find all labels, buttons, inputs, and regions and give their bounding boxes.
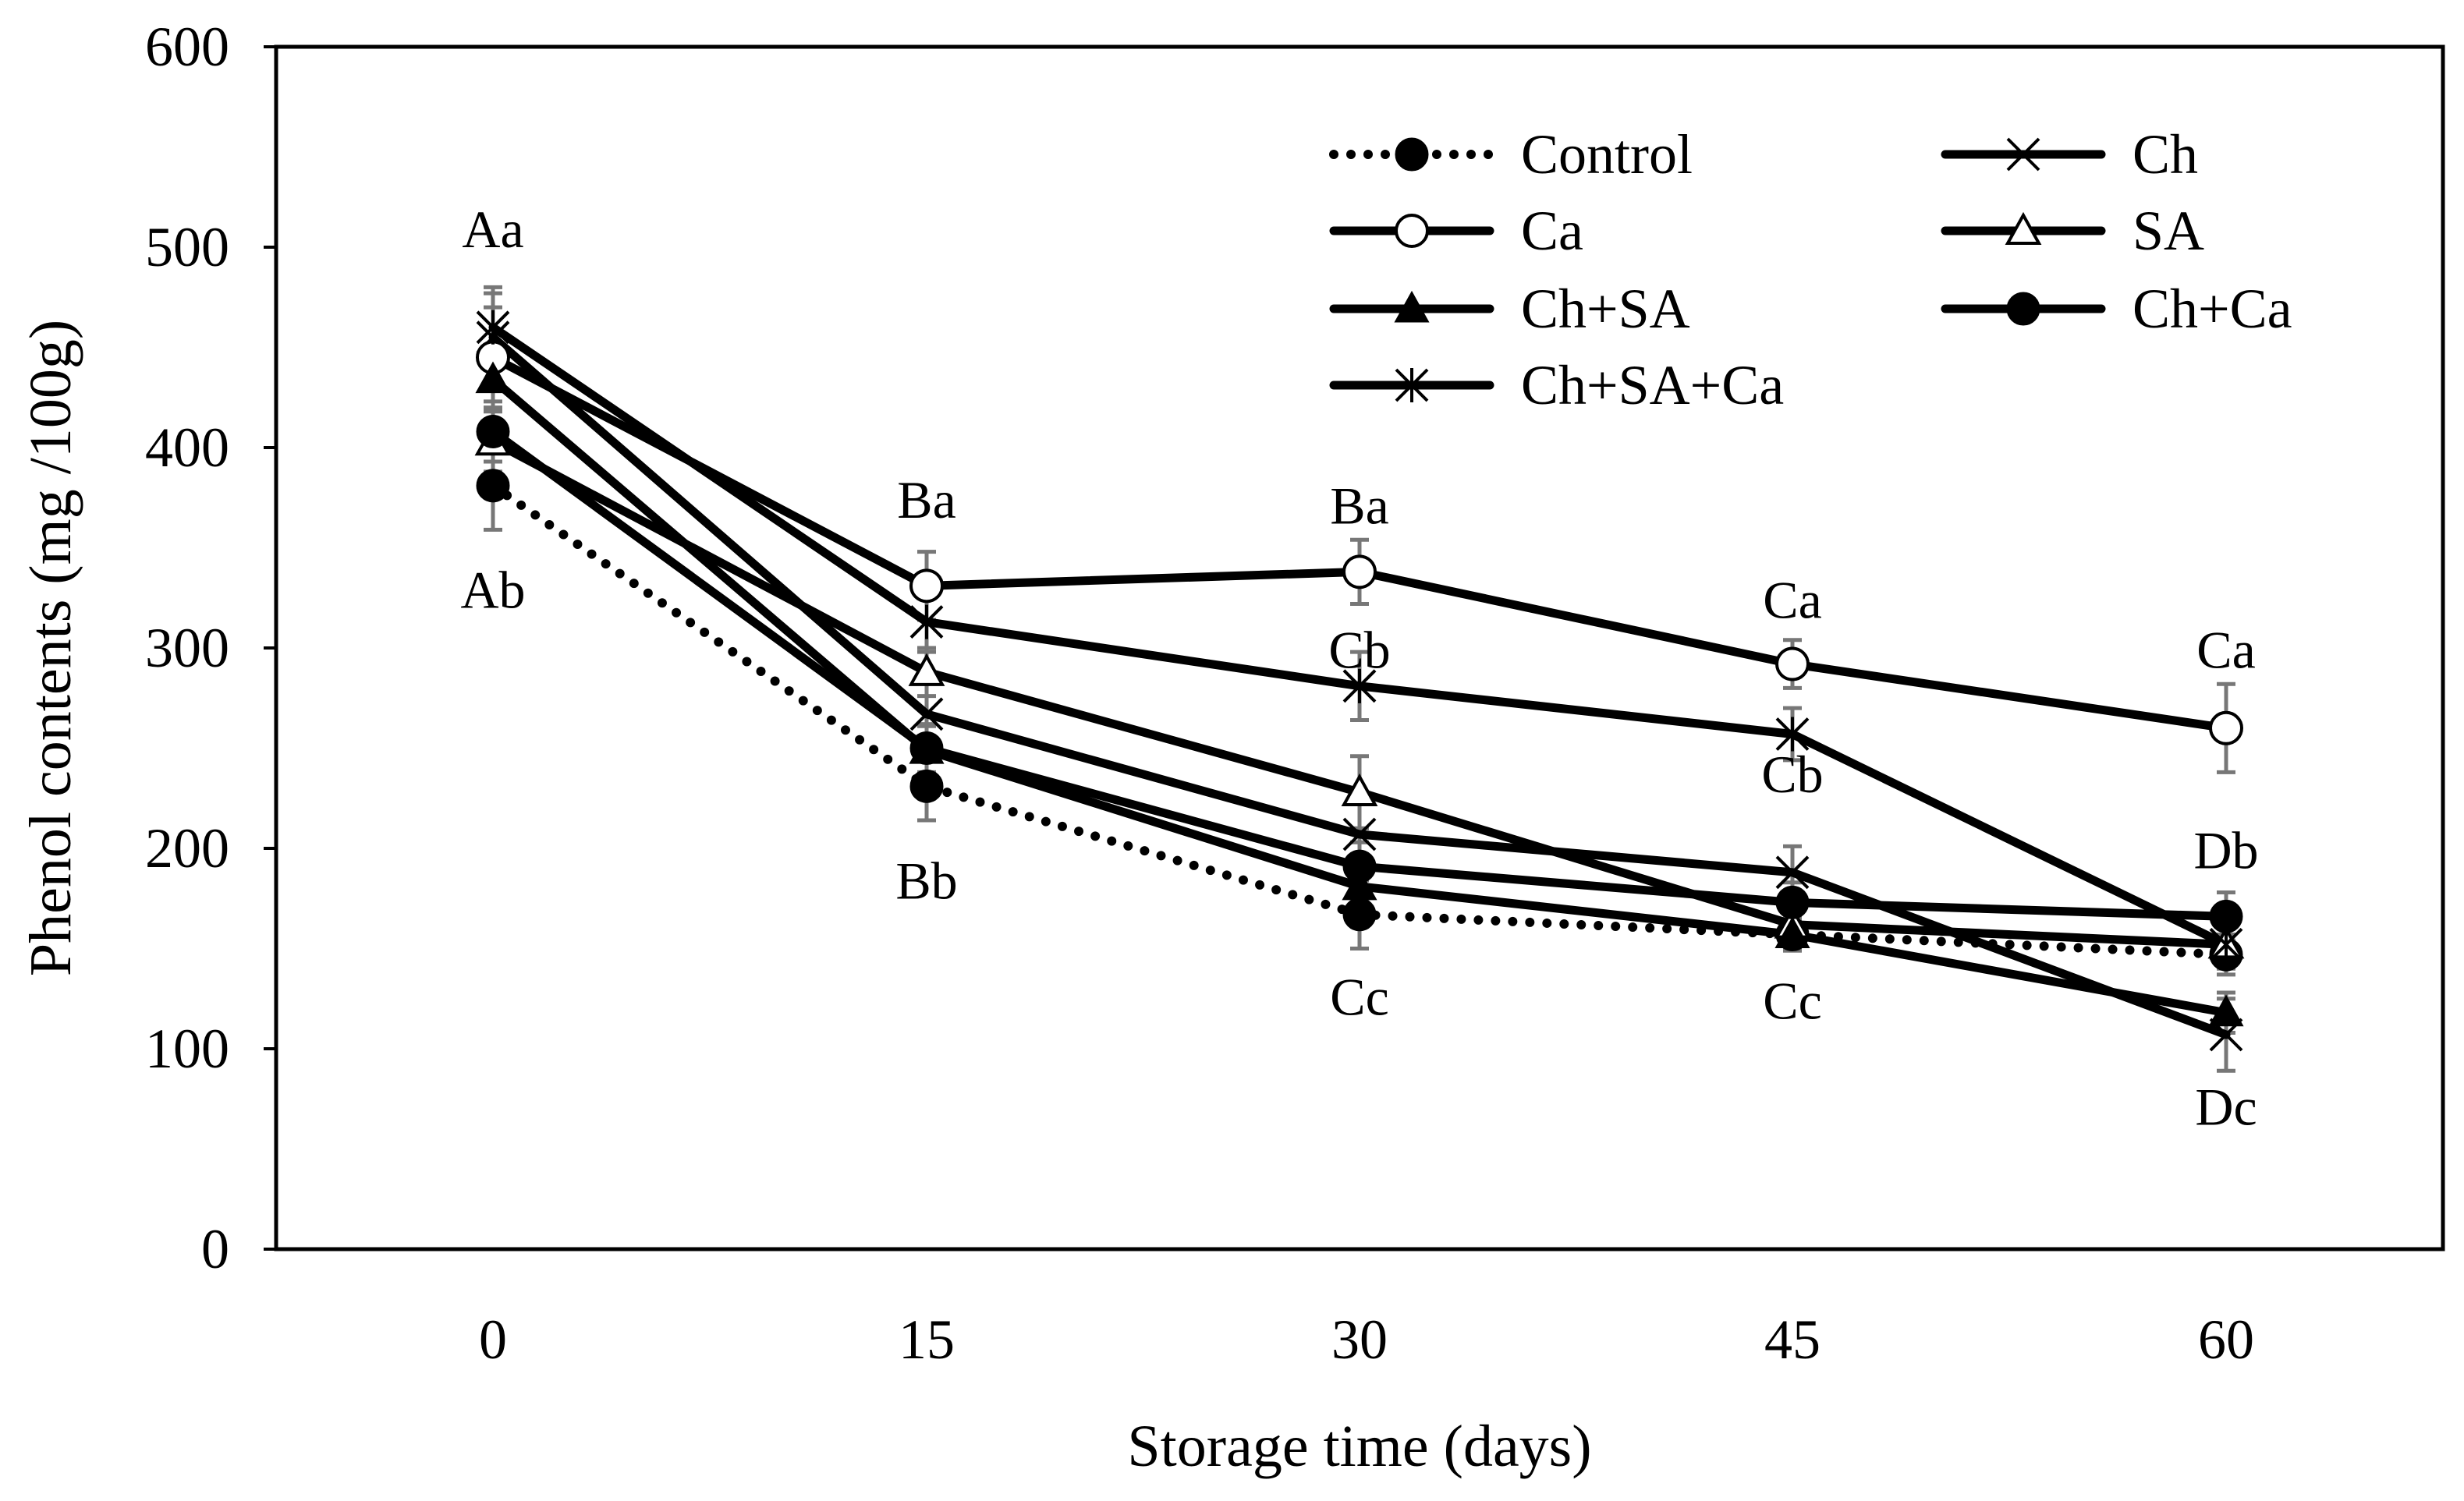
x-axis-title: Storage time (days) bbox=[1127, 1414, 1591, 1479]
legend-marker bbox=[2006, 292, 2040, 326]
legend-marker bbox=[1395, 137, 1429, 172]
legend-marker bbox=[2005, 211, 2042, 245]
legend-item-ch-sa: Ch+SA bbox=[1329, 278, 1690, 340]
legend-item-control: Control bbox=[1329, 123, 1693, 186]
legend-item-sa: SA bbox=[1941, 200, 2204, 262]
annotation-label: Cc bbox=[1330, 967, 1389, 1026]
data-point-ch-sa-ca bbox=[909, 604, 944, 639]
data-point-ch-sa-ca bbox=[1775, 717, 1810, 752]
legend-marker bbox=[1395, 214, 1429, 248]
x-tick-label: 45 bbox=[1764, 1308, 1821, 1371]
data-point-ch-sa bbox=[475, 361, 511, 394]
data-point-ca bbox=[2209, 710, 2243, 745]
data-point-control bbox=[909, 769, 944, 803]
legend-item-ch-sa-ca: Ch+SA+Ca bbox=[1329, 354, 1784, 416]
legend-label: SA bbox=[2133, 200, 2204, 262]
data-point-ca bbox=[1342, 554, 1377, 589]
annotation-label: Ba bbox=[897, 470, 956, 529]
legend-label: Ch+Ca bbox=[2133, 278, 2292, 340]
data-point-ch-ca bbox=[1775, 885, 1810, 919]
data-point-ca bbox=[1775, 646, 1810, 681]
legend-label: Ch bbox=[2133, 123, 2198, 186]
y-axis: 0 100 200 300 400 500 600 bbox=[145, 16, 276, 1280]
data-point-ca bbox=[909, 568, 944, 604]
data-point-ch-ca bbox=[909, 731, 944, 765]
legend-label: Ch+SA+Ca bbox=[1521, 354, 1784, 416]
data-point-ch-sa bbox=[2208, 994, 2244, 1027]
annotation-label: Cb bbox=[1761, 745, 1823, 804]
x-tick-label: 15 bbox=[899, 1308, 955, 1371]
annotation-label: Ca bbox=[1763, 570, 1822, 629]
data-point-sa bbox=[908, 653, 945, 686]
x-axis: 0 15 30 45 60 bbox=[479, 1308, 2254, 1371]
y-tick-label: 400 bbox=[145, 416, 229, 479]
data-point-ch-ca bbox=[1342, 849, 1377, 883]
data-point-ch-ca bbox=[476, 414, 510, 448]
annotation-label: Ba bbox=[1330, 476, 1389, 536]
data-point-ch bbox=[1775, 855, 1810, 890]
data-point-ch-sa-ca bbox=[1342, 668, 1377, 703]
y-tick-label: 600 bbox=[145, 16, 229, 78]
data-point-ch-sa bbox=[1342, 868, 1377, 901]
annotation-label: Ab bbox=[460, 561, 525, 620]
series-markers bbox=[474, 310, 2245, 1052]
legend-item-ch-ca: Ch+Ca bbox=[1941, 278, 2292, 340]
annotation-label: Cc bbox=[1763, 971, 1822, 1030]
legend-item-ca: Ca bbox=[1329, 200, 1583, 262]
legend-marker bbox=[1395, 368, 1429, 402]
y-axis-title: Phenol contents (mg /100g) bbox=[18, 320, 83, 976]
data-point-ch-sa-ca bbox=[476, 310, 510, 345]
legend: Control Ch Ca SA Ch+SA Ch+Ca Ch+SA+Ca bbox=[1329, 123, 2292, 416]
legend-label: Control bbox=[1521, 123, 1693, 186]
y-tick-label: 0 bbox=[201, 1218, 229, 1280]
annotation-label: Ca bbox=[2196, 621, 2256, 680]
point-annotations: Aa Ab Ba Bb Ba Cb Cc Ca Cb Cc Ca Db Dc bbox=[460, 200, 2258, 1137]
data-point-sa bbox=[1341, 773, 1378, 807]
data-point-control bbox=[1342, 897, 1377, 932]
legend-label: Ch+SA bbox=[1521, 278, 1690, 340]
x-tick-label: 0 bbox=[479, 1308, 507, 1371]
legend-marker bbox=[2006, 137, 2040, 172]
data-point-ch bbox=[1342, 817, 1377, 851]
x-tick-label: 60 bbox=[2198, 1308, 2254, 1371]
data-point-ch bbox=[909, 697, 944, 731]
data-point-control bbox=[476, 469, 510, 503]
y-tick-label: 100 bbox=[145, 1018, 229, 1080]
y-tick-label: 300 bbox=[145, 617, 229, 679]
legend-label: Ca bbox=[1521, 200, 1583, 262]
annotation-label: Aa bbox=[462, 200, 523, 259]
annotation-label: Bb bbox=[895, 851, 957, 910]
x-tick-label: 30 bbox=[1331, 1308, 1388, 1371]
y-tick-label: 200 bbox=[145, 817, 229, 880]
annotation-label: Cb bbox=[1328, 621, 1390, 680]
legend-item-ch: Ch bbox=[1941, 123, 2198, 186]
legend-marker bbox=[1394, 290, 1430, 323]
annotation-label: Db bbox=[2193, 821, 2258, 880]
y-tick-label: 500 bbox=[145, 216, 229, 278]
annotation-label: Dc bbox=[2195, 1078, 2257, 1137]
data-point-ch-sa bbox=[1774, 916, 1810, 949]
data-point-ch-sa-ca bbox=[2209, 927, 2243, 962]
